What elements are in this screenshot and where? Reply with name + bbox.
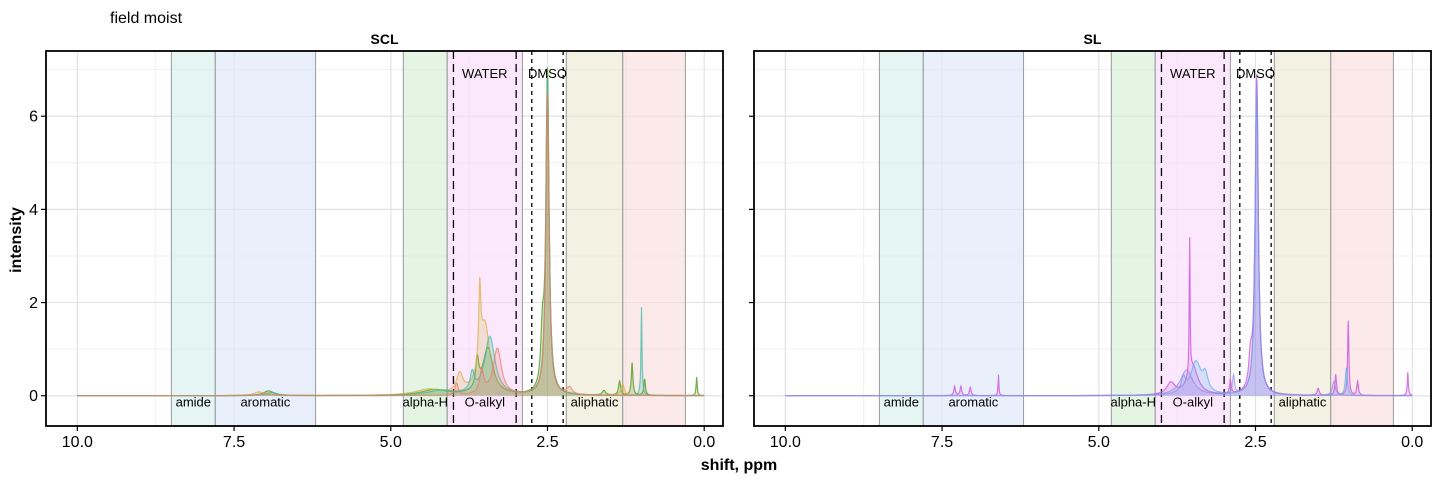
region-label: aromatic [240, 395, 290, 410]
x-tick-label: 0.0 [693, 434, 715, 451]
spectrum-line [77, 92, 705, 397]
spectrum-area [77, 92, 705, 396]
panel-border [45, 50, 724, 427]
facet-strip-label: SL [1084, 31, 1102, 47]
spectra-group [77, 67, 705, 397]
region-label: aromatic [948, 395, 998, 410]
region-label: aliphatic [571, 395, 619, 410]
x-axis-label: shift, ppm [701, 457, 777, 474]
spectrum-area [785, 83, 1413, 396]
dashed-band-label: WATER [462, 66, 508, 81]
x-tick-label: 2.5 [1244, 434, 1266, 451]
y-tick-label: 0 [29, 388, 38, 405]
region-band [446, 50, 523, 427]
facet-strip-label: SCL [371, 31, 399, 47]
spectrum-area [77, 67, 705, 396]
dashed-band-label: DMSO [528, 66, 567, 81]
x-tick-label: 2.5 [536, 434, 558, 451]
region-label: O-alkyl [465, 395, 506, 410]
panel-sl: SL amide aromatic alpha-H O-alkyl aliphatic WA… [749, 31, 1432, 451]
dashed-band-label: DMSO [1236, 66, 1275, 81]
x-tick-label: 5.0 [380, 434, 402, 451]
y-tick-label: 2 [29, 295, 38, 312]
region-band [622, 50, 686, 427]
spectrum-area [785, 74, 1413, 396]
panels-layer: SCL amide aromatic alpha-H O-alkyl aliphatic W… [29, 31, 1432, 451]
region-band [214, 50, 317, 427]
panel-border [753, 50, 1432, 427]
region-band [1330, 50, 1394, 427]
y-tick-label: 6 [29, 109, 38, 126]
region-label: aliphatic [1279, 395, 1327, 410]
region-band [170, 50, 216, 427]
region-label: amide [884, 395, 919, 410]
x-tick-label: 5.0 [1088, 434, 1110, 451]
x-tick-label: 7.5 [931, 434, 953, 451]
y-tick-label: 4 [29, 202, 38, 219]
spectrum-area [785, 87, 1413, 396]
region-band [1273, 50, 1332, 427]
spectra-group [785, 73, 1413, 397]
spectrum-area [77, 78, 705, 396]
region-label: O-alkyl [1173, 395, 1214, 410]
spectrum-line [785, 83, 1413, 397]
region-label: alpha-H [1110, 395, 1156, 410]
chart-title: field moist [110, 10, 183, 27]
region-band [878, 50, 924, 427]
x-tick-label: 0.0 [1401, 434, 1423, 451]
x-tick-label: 10.0 [770, 434, 801, 451]
region-band [565, 50, 624, 427]
dashed-band-label: WATER [1170, 66, 1216, 81]
x-tick-label: 10.0 [62, 434, 93, 451]
region-label: alpha-H [402, 395, 448, 410]
region-band [402, 50, 448, 427]
panel-scl: SCL amide aromatic alpha-H O-alkyl aliphatic W… [29, 31, 724, 451]
x-tick-label: 7.5 [223, 434, 245, 451]
region-label: amide [176, 395, 211, 410]
region-band [1110, 50, 1156, 427]
region-band [922, 50, 1025, 427]
spectrum-area [77, 87, 705, 396]
y-axis-label: intensity [8, 207, 25, 273]
